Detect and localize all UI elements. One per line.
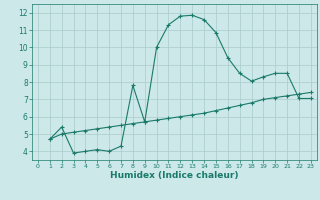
X-axis label: Humidex (Indice chaleur): Humidex (Indice chaleur) [110, 171, 239, 180]
